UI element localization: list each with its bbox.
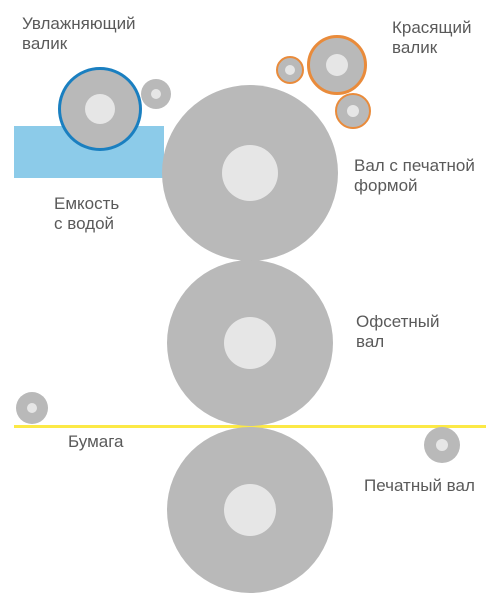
ink-roller-axle xyxy=(326,54,348,76)
paper-feed-roller-axle xyxy=(27,403,37,413)
damp-roller-axle xyxy=(85,94,115,124)
offset-cylinder xyxy=(167,260,333,426)
paper-out-roller xyxy=(424,427,460,463)
label-dampening: Увлажняющий валик xyxy=(22,14,136,55)
damp-small-axle xyxy=(151,89,161,99)
paper-out-roller-axle xyxy=(436,439,448,451)
damp-roller xyxy=(58,67,142,151)
offset-cylinder-axle xyxy=(224,317,276,369)
label-inking: Красящий валик xyxy=(392,18,472,59)
ink-small-2-axle xyxy=(347,105,359,117)
paper-feed-roller xyxy=(16,392,48,424)
label-plate: Вал с печатной формой xyxy=(354,156,475,197)
ink-small-2 xyxy=(335,93,371,129)
damp-small xyxy=(141,79,171,109)
ink-small-1 xyxy=(276,56,304,84)
label-water_tank: Емкость с водой xyxy=(54,194,119,235)
label-offset: Офсетный вал xyxy=(356,312,440,353)
plate-cylinder xyxy=(162,85,338,261)
label-impression: Печатный вал xyxy=(364,476,475,496)
plate-cylinder-axle xyxy=(222,145,278,201)
impression-cylinder-axle xyxy=(224,484,276,536)
label-paper: Бумага xyxy=(68,432,124,452)
impression-cylinder xyxy=(167,427,333,593)
ink-small-1-axle xyxy=(285,65,295,75)
ink-roller xyxy=(307,35,367,95)
